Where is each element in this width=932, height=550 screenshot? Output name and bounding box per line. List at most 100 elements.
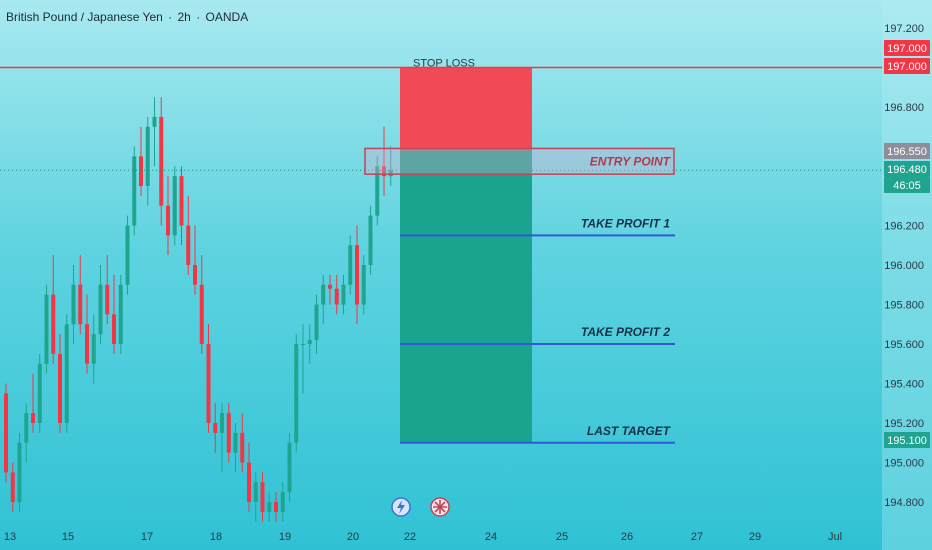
- time-tick-label: 15: [62, 531, 74, 543]
- price-tick-label: 196.800: [884, 102, 924, 114]
- candle: [105, 255, 110, 325]
- candle-body: [314, 304, 319, 341]
- candle: [179, 166, 184, 246]
- candle-body: [132, 156, 137, 226]
- candle: [240, 413, 245, 473]
- price-axis[interactable]: 197.200 196.800 196.200 196.000 195.800 195.6…: [882, 0, 932, 550]
- candle-body: [159, 116, 164, 206]
- price-tick-label: 196.000: [884, 260, 924, 272]
- price-tick-label: 196.200: [884, 221, 924, 233]
- candle-body: [4, 393, 8, 473]
- candle-body: [220, 413, 224, 433]
- candle-body: [186, 225, 191, 265]
- candle: [348, 235, 353, 295]
- candle-body: [334, 288, 339, 305]
- candle: [4, 383, 8, 483]
- candle-body: [166, 205, 170, 236]
- candles: [4, 97, 393, 522]
- candle: [314, 294, 319, 354]
- candle-body: [240, 432, 245, 463]
- entry-point-label: ENTRY POINT: [590, 154, 672, 168]
- candle-body: [247, 462, 251, 502]
- candle: [274, 492, 278, 522]
- candle: [307, 324, 312, 364]
- entry-box[interactable]: [364, 147, 675, 175]
- candle: [213, 403, 218, 453]
- candle-body: [179, 176, 184, 226]
- candle: [31, 373, 35, 433]
- candle-body: [105, 284, 110, 315]
- candle-body: [64, 324, 69, 423]
- price-badge-text: 196.550: [887, 146, 927, 158]
- price-badge: 197.000: [884, 58, 930, 74]
- candle: [118, 274, 123, 354]
- candle-body: [193, 265, 197, 285]
- candle-body: [91, 334, 96, 364]
- candle-body: [233, 432, 238, 453]
- price-badge-text: 197.000: [887, 43, 927, 55]
- time-tick-label: 18: [210, 531, 222, 543]
- time-tick-label: 19: [279, 531, 291, 543]
- candle-body: [71, 284, 76, 325]
- candle-body: [10, 472, 15, 502]
- price-badges: 197.000 197.000 196.550 196.480 46:05 195.100: [884, 40, 930, 448]
- price-tick-label: 195.200: [884, 418, 924, 430]
- time-tick-label: 22: [404, 531, 416, 543]
- candle-body: [213, 423, 218, 433]
- candle-body: [355, 245, 359, 305]
- time-tick-label: 27: [691, 531, 703, 543]
- candle-body: [348, 245, 353, 285]
- candle: [186, 195, 191, 275]
- price-badge: 196.550: [884, 143, 930, 159]
- time-axis[interactable]: 13 15 17 18 19 20 22 24 25 26 27 29 Jul: [4, 531, 842, 543]
- price-badge-text: 195.100: [887, 435, 927, 447]
- price-tick-label: 195.800: [884, 300, 924, 312]
- candle: [17, 432, 22, 512]
- price-axis-bg: [882, 0, 932, 550]
- candle: [388, 146, 393, 186]
- candle: [10, 462, 15, 512]
- candle: [226, 403, 231, 463]
- candle-body: [112, 314, 116, 344]
- price-badge-bg: [884, 143, 930, 159]
- candle: [85, 294, 89, 374]
- price-tick-label: 195.600: [884, 339, 924, 351]
- candle-body: [321, 284, 326, 305]
- candle: [375, 156, 380, 226]
- time-tick-label: 17: [141, 531, 153, 543]
- price-tick-label: 195.400: [884, 379, 924, 391]
- candle: [193, 225, 197, 295]
- trade-zones: [400, 67, 532, 443]
- candle-body: [253, 482, 258, 502]
- event-markers[interactable]: [391, 497, 450, 517]
- price-badge-bg: [884, 58, 930, 74]
- candle-body: [267, 502, 272, 512]
- candle: [267, 492, 272, 522]
- candle-body: [287, 442, 292, 493]
- candle: [98, 265, 103, 344]
- candle: [321, 274, 326, 325]
- symbol-name: British Pound / Japanese Yen: [6, 10, 163, 24]
- price-levels: STOP LOSS ENTRY POINT TAKE PROFIT 1 TAKE PR…: [0, 58, 882, 444]
- candle: [152, 97, 157, 167]
- candle-body: [37, 363, 42, 423]
- candle: [233, 423, 238, 473]
- candle: [260, 472, 265, 522]
- candle-body: [280, 492, 285, 512]
- timeframe[interactable]: 2h: [177, 10, 191, 24]
- candle-body: [328, 284, 332, 289]
- candle-body: [58, 353, 62, 423]
- chart-title: British Pound / Japanese Yen · 2h · OAND…: [6, 10, 250, 24]
- stop-loss-zone[interactable]: [400, 67, 532, 151]
- candle-body: [139, 156, 143, 186]
- title-separator: ·: [196, 10, 201, 24]
- candle: [172, 166, 177, 246]
- candle-body: [172, 176, 177, 236]
- price-badge-bg: [884, 177, 930, 193]
- candle-body: [361, 265, 366, 305]
- candle-body: [307, 340, 312, 344]
- price-badge: 197.000: [884, 40, 930, 56]
- profit-zone[interactable]: [400, 150, 532, 443]
- candle: [287, 432, 292, 502]
